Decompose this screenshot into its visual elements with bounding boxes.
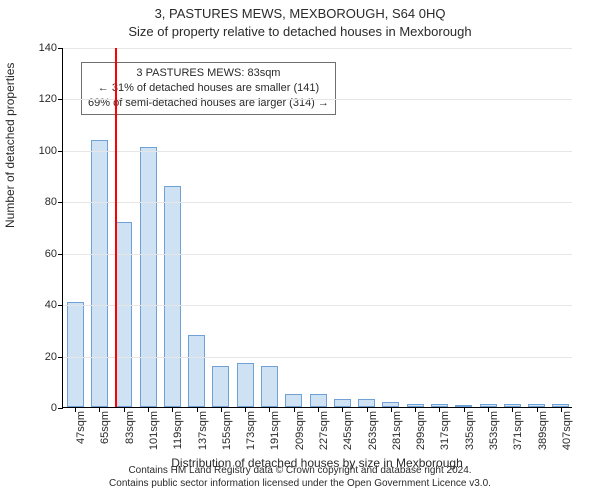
bar (91, 140, 108, 407)
gridline (63, 202, 572, 203)
xtick-label: 137sqm (197, 411, 209, 450)
ytick-label: 100 (39, 145, 57, 157)
ytick-label: 80 (45, 196, 57, 208)
ytick-mark (58, 99, 63, 100)
xtick-label: 335sqm (464, 411, 476, 450)
bar (261, 366, 278, 407)
xtick-label: 299sqm (415, 411, 427, 450)
ytick-mark (58, 151, 63, 152)
xtick-label: 155sqm (221, 411, 233, 450)
xtick-label: 101sqm (148, 411, 160, 450)
xtick-label: 317sqm (439, 411, 451, 450)
ytick-label: 20 (45, 351, 57, 363)
gridline (63, 151, 572, 152)
gridline (63, 305, 572, 306)
xtick-label: 245sqm (342, 411, 354, 450)
ytick-label: 0 (51, 402, 57, 414)
bar (164, 186, 181, 407)
xtick-label: 119sqm (172, 411, 184, 449)
xtick-label: 353sqm (488, 411, 500, 450)
xtick-label: 65sqm (99, 411, 111, 444)
xtick-label: 389sqm (537, 411, 549, 450)
gridline (63, 357, 572, 358)
ytick-label: 140 (39, 42, 57, 54)
xtick-label: 263sqm (367, 411, 379, 450)
footnote-line1: Contains HM Land Registry data © Crown c… (0, 465, 600, 478)
footnote: Contains HM Land Registry data © Crown c… (0, 465, 600, 490)
ytick-mark (58, 254, 63, 255)
ytick-label: 120 (39, 93, 57, 105)
xtick-label: 281sqm (391, 411, 403, 450)
ytick-mark (58, 408, 63, 409)
bar (115, 222, 132, 407)
footnote-line2: Contains public sector information licen… (0, 478, 600, 491)
bar (67, 302, 84, 407)
marker-line (115, 48, 117, 407)
ytick-mark (58, 305, 63, 306)
ytick-mark (58, 202, 63, 203)
gridline (63, 99, 572, 100)
plot-area: 3 PASTURES MEWS: 83sqm ← 31% of detached… (62, 48, 572, 408)
bar (310, 394, 327, 407)
ytick-label: 40 (45, 299, 57, 311)
xtick-label: 83sqm (124, 411, 136, 444)
ytick-label: 60 (45, 248, 57, 260)
annotation-line3: 69% of semi-detached houses are larger (… (88, 96, 329, 111)
xtick-label: 47sqm (75, 411, 87, 444)
chart-title-address: 3, PASTURES MEWS, MEXBOROUGH, S64 0HQ (0, 6, 600, 21)
bar (334, 399, 351, 407)
annotation-line2: ← 31% of detached houses are smaller (14… (88, 81, 329, 96)
xtick-label: 371sqm (512, 411, 524, 450)
xtick-label: 191sqm (269, 411, 281, 450)
bar (237, 363, 254, 407)
bar (285, 394, 302, 407)
bar (188, 335, 205, 407)
gridline (63, 48, 572, 49)
ytick-mark (58, 48, 63, 49)
annotation-line1: 3 PASTURES MEWS: 83sqm (88, 66, 329, 81)
bar (212, 366, 229, 407)
y-axis-label: Number of detached properties (3, 63, 17, 228)
chart-subtitle: Size of property relative to detached ho… (0, 24, 600, 39)
ytick-mark (58, 357, 63, 358)
chart-container: 3, PASTURES MEWS, MEXBOROUGH, S64 0HQ Si… (0, 0, 600, 500)
annotation-box: 3 PASTURES MEWS: 83sqm ← 31% of detached… (81, 62, 336, 115)
xtick-label: 227sqm (318, 411, 330, 450)
xtick-label: 407sqm (561, 411, 573, 450)
xtick-label: 209sqm (294, 411, 306, 450)
bar (140, 147, 157, 407)
gridline (63, 254, 572, 255)
xtick-label: 173sqm (245, 411, 257, 450)
bar (358, 399, 375, 407)
